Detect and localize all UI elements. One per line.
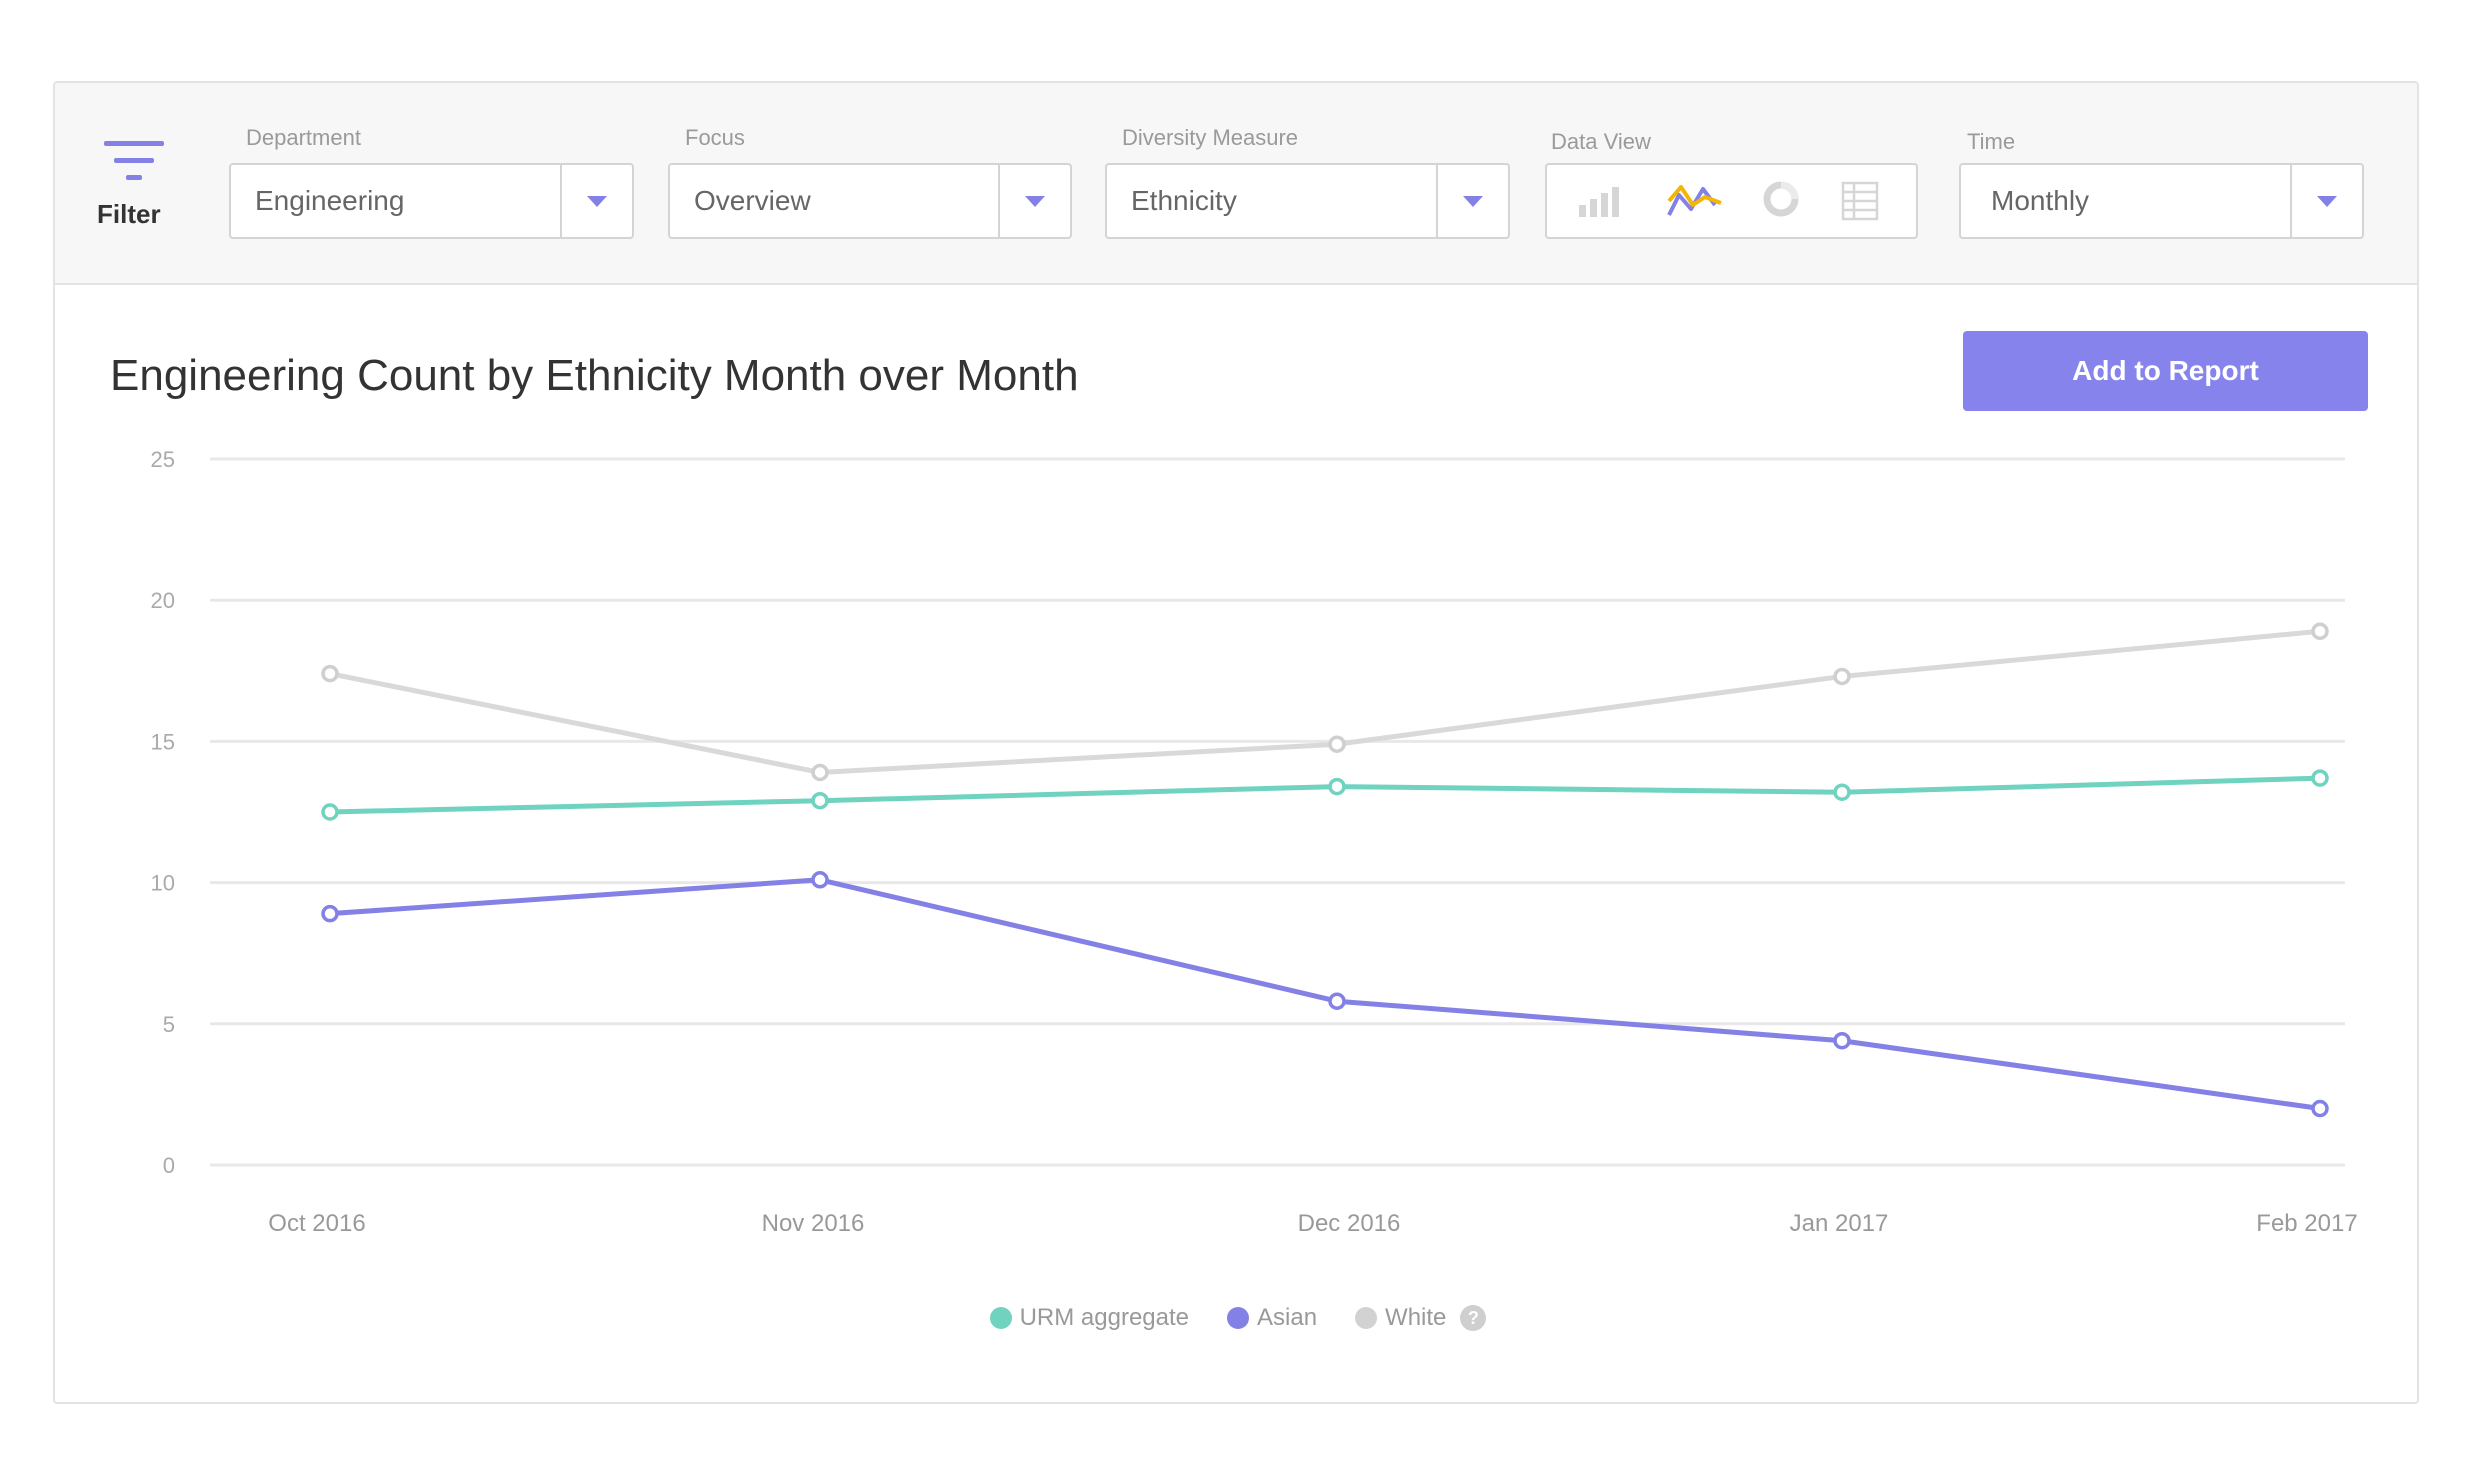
legend-swatch: [989, 1307, 1012, 1329]
chart-legend: URM aggregate Asian White ?: [55, 1298, 2417, 1338]
help-icon[interactable]: ?: [1460, 1305, 1487, 1331]
data-point: [811, 763, 829, 782]
x-tick-label: Feb 2017: [2256, 1210, 2357, 1237]
y-tick-label: 10: [151, 871, 175, 896]
department-label: Department: [246, 125, 361, 150]
bar-chart-view-button[interactable]: [1577, 181, 1625, 221]
data-point: [1833, 1031, 1851, 1050]
x-tick-label: Nov 2016: [762, 1210, 865, 1237]
y-tick-label: 0: [163, 1153, 175, 1178]
line-chart: 0 5 10 15 20 25 Oct 2016 Nov 2016 Dec 2016 Jan 20…: [151, 447, 2358, 1237]
department-value: Engineering: [255, 185, 405, 216]
line-chart-icon: [1667, 185, 1722, 216]
data-point: [1833, 667, 1851, 686]
time-value: Monthly: [1991, 185, 2090, 216]
table-icon: [1841, 181, 1879, 221]
line-chart-view-button[interactable]: [1667, 181, 1723, 221]
chevron-down-icon: [587, 196, 607, 207]
focus-select[interactable]: Overview: [668, 163, 1072, 239]
department-select[interactable]: Engineering: [229, 163, 634, 239]
filter-bar: Filter Department Engineering Focus Over…: [55, 83, 2417, 285]
data-point: [811, 791, 829, 810]
data-point: [2311, 622, 2329, 641]
diversity-measure-label: Diversity Measure: [1122, 125, 1299, 150]
chevron-down-icon: [2317, 196, 2337, 207]
x-tick-label: Jan 2017: [1790, 1210, 1889, 1237]
data-point: [321, 664, 339, 683]
filter-toggle[interactable]: Filter: [97, 141, 183, 241]
y-tick-label: 25: [151, 447, 175, 472]
x-tick-label: Oct 2016: [268, 1210, 365, 1237]
time-label: Time: [1967, 129, 2016, 154]
legend-swatch: [1227, 1307, 1249, 1329]
x-tick-label: Dec 2016: [1298, 1210, 1401, 1237]
focus-value: Overview: [694, 185, 811, 216]
legend-item-white[interactable]: White ?: [1355, 1304, 1487, 1332]
data-point: [321, 904, 339, 923]
chevron-down-icon: [1463, 196, 1483, 207]
report-card: Filter Department Engineering Focus Over…: [53, 81, 2419, 1404]
focus-dropdown-button[interactable]: [998, 165, 1070, 237]
data-view-filter: Data View: [1543, 127, 1651, 157]
series-line-white: [329, 628, 2321, 775]
department-dropdown-button[interactable]: [560, 165, 632, 237]
donut-chart-icon: [1763, 181, 1799, 217]
legend-item-asian[interactable]: Asian: [1227, 1304, 1317, 1332]
add-to-report-button[interactable]: Add to Report: [1963, 331, 2368, 411]
bar-chart-icon: [1579, 187, 1619, 217]
focus-filter: Focus: [677, 123, 745, 153]
data-point: [2311, 1099, 2329, 1118]
data-point: [1833, 783, 1851, 801]
filter-label: Filter: [97, 199, 161, 229]
y-tick-label: 20: [151, 588, 175, 613]
legend-label: Asian: [1257, 1304, 1318, 1331]
time-filter: Time: [1959, 127, 2015, 157]
legend-swatch: [1355, 1307, 1378, 1329]
diversity-measure-filter: Diversity Measure: [1114, 123, 1298, 153]
data-view-label: Data View: [1551, 129, 1651, 154]
time-dropdown-button[interactable]: [2290, 165, 2362, 237]
series-line-urm-aggregate: [329, 775, 2321, 815]
data-point: [811, 871, 829, 889]
series-line-asian: [329, 877, 2321, 1111]
data-point: [1328, 992, 1346, 1010]
table-view-button[interactable]: [1839, 181, 1887, 221]
data-point: [1328, 777, 1346, 796]
data-view-switcher: [1545, 163, 1918, 239]
diversity-measure-select[interactable]: Ethnicity: [1105, 163, 1510, 239]
legend-item-urm[interactable]: URM aggregate: [989, 1304, 1189, 1332]
data-point: [321, 803, 339, 821]
diversity-measure-value: Ethnicity: [1131, 185, 1237, 216]
diversity-measure-dropdown-button[interactable]: [1436, 165, 1508, 237]
y-tick-label: 5: [163, 1012, 175, 1037]
y-tick-label: 15: [151, 729, 175, 754]
department-filter: Department: [238, 123, 361, 153]
chevron-down-icon: [1025, 196, 1045, 207]
donut-chart-view-button[interactable]: [1759, 181, 1807, 221]
data-point: [2311, 769, 2329, 787]
chart-title: Engineering Count by Ethnicity Month ove…: [110, 351, 1079, 400]
time-select[interactable]: Monthly: [1959, 163, 2364, 239]
filter-icon: [104, 141, 164, 180]
legend-label: URM aggregate: [1019, 1304, 1189, 1331]
focus-label: Focus: [685, 125, 745, 150]
data-point: [1328, 735, 1346, 753]
legend-label: White: [1385, 1304, 1447, 1331]
